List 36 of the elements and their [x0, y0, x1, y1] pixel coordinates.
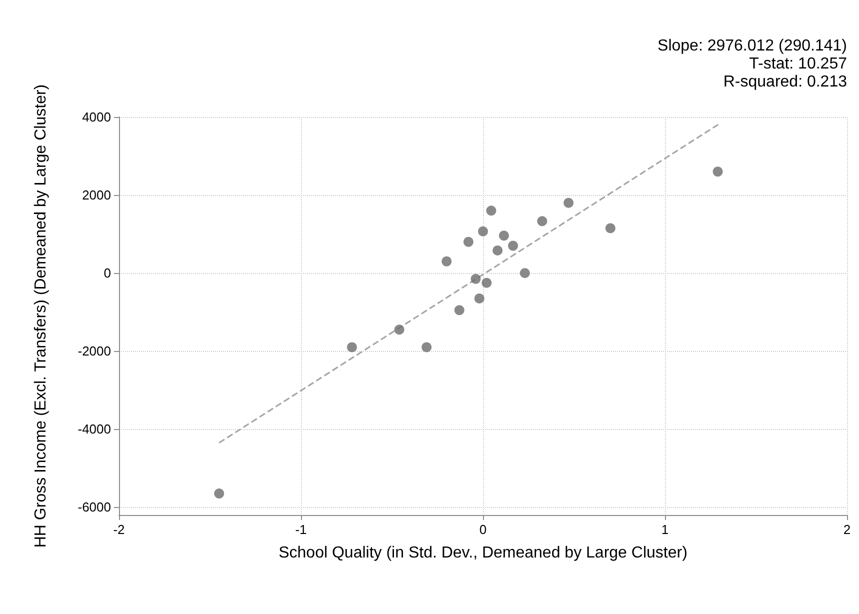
- point: [442, 256, 452, 266]
- y-tick-label: -2000: [78, 344, 111, 359]
- point: [520, 268, 530, 278]
- point: [454, 305, 464, 316]
- y-tick-label: -6000: [78, 500, 111, 515]
- point: [564, 198, 574, 208]
- point: [463, 236, 474, 247]
- point: [474, 293, 484, 304]
- x-tick-label: 1: [661, 522, 669, 537]
- x-tick-label: 0: [479, 522, 487, 537]
- y-tick-label: 0: [104, 266, 111, 281]
- point: [470, 274, 481, 284]
- point: [346, 342, 357, 352]
- x-axis-title: School Quality (in Std. Dev., Demeaned by Large Cluster): [278, 544, 688, 562]
- text: T-stat: 10.257: [749, 56, 848, 72]
- x-tick-label: -1: [295, 522, 307, 537]
- point: [394, 324, 404, 335]
- y-axis-title: HH Gross Income (Excl. Transfers) (Demeaned by Large Cluster): [32, 84, 50, 548]
- point: [486, 206, 496, 216]
- point: [508, 240, 518, 251]
- point: [712, 166, 723, 177]
- y-tick-label: 4000: [82, 110, 111, 124]
- point: [498, 230, 509, 241]
- point: [478, 226, 488, 236]
- y-tick-label: -4000: [78, 422, 111, 437]
- text: Slope: 2976.012 (290.141): [658, 38, 847, 54]
- point: [492, 245, 503, 256]
- point: [422, 342, 432, 352]
- point: [605, 223, 616, 234]
- x-tick-label: 2: [843, 522, 851, 537]
- y-tick-label: 2000: [82, 188, 111, 203]
- point: [482, 278, 492, 288]
- point: [214, 488, 224, 499]
- text: R-squared: 0.213: [723, 74, 848, 90]
- x-tick-label: -2: [113, 522, 125, 537]
- point: [537, 216, 548, 226]
